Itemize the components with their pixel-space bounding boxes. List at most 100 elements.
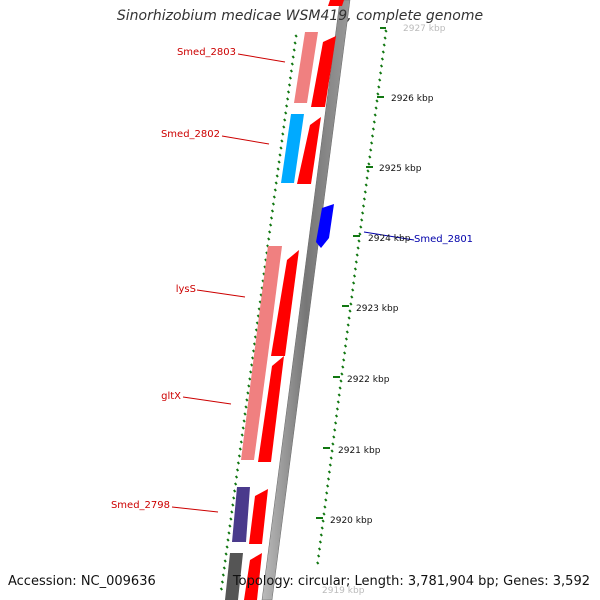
minor-tick	[231, 503, 235, 507]
gene-leader-lines	[171, 53, 415, 513]
minor-tick	[280, 139, 284, 143]
backbone-strand	[261, 0, 351, 600]
minor-tick	[270, 209, 275, 213]
minor-tick	[317, 547, 322, 551]
minor-tick	[252, 349, 256, 353]
minor-tick	[366, 169, 370, 173]
minor-tick	[321, 519, 325, 523]
minor-tick	[256, 314, 260, 318]
minor-tick	[333, 428, 337, 432]
accession-text: Accession: NC_009636	[8, 574, 156, 589]
minor-tick	[379, 71, 383, 75]
minor-tick	[282, 125, 286, 129]
gene-label-smed-2802: Smed_2802	[161, 129, 220, 140]
minor-tick	[371, 127, 375, 131]
minor-tick	[222, 566, 226, 570]
minor-tick	[327, 470, 331, 474]
minor-tick	[341, 365, 345, 369]
minor-tick	[328, 463, 332, 467]
minor-tick	[352, 274, 357, 278]
minor-tick	[269, 216, 274, 220]
cds-bottom-red	[244, 553, 262, 600]
minor-tick	[361, 211, 365, 215]
minor-tick	[240, 433, 244, 437]
minor-tick	[255, 321, 259, 325]
minor-tick	[268, 230, 272, 234]
minor-tick	[278, 153, 282, 157]
minor-tick	[363, 190, 367, 194]
minor-tick	[377, 85, 381, 89]
leader-smed-2803	[237, 53, 286, 63]
cds-smed-2798	[249, 489, 268, 544]
cds-smed-2802-cyan	[281, 114, 304, 183]
cds-features	[225, 0, 344, 600]
minor-tick	[286, 90, 291, 94]
minor-tick	[267, 237, 271, 241]
minor-tick	[247, 384, 251, 388]
minor-tick	[253, 335, 257, 339]
minor-tick	[374, 106, 378, 110]
minor-tick	[380, 57, 384, 61]
scale-label-2919: 2919 kbp	[322, 586, 365, 596]
minor-tick	[289, 69, 293, 73]
scale-major-ticks	[316, 27, 386, 519]
minor-tick	[229, 517, 233, 521]
minor-tick	[358, 232, 362, 236]
minor-tick	[234, 482, 238, 486]
minor-tick	[336, 400, 340, 404]
inner-tick-ring	[219, 34, 298, 591]
minor-tick	[351, 288, 355, 292]
minor-tick	[291, 55, 295, 59]
cds-lyss-light	[254, 246, 282, 355]
minor-tick	[334, 414, 339, 418]
minor-tick	[375, 99, 379, 103]
minor-tick	[379, 64, 384, 68]
cds-gltx-light	[241, 355, 268, 460]
minor-tick	[378, 78, 382, 82]
minor-tick	[320, 526, 324, 530]
minor-tick	[372, 120, 376, 124]
minor-tick	[241, 426, 245, 430]
minor-tick	[227, 531, 231, 535]
scale-labels: 2927 kbp 2926 kbp 2925 kbp 2924 kbp 2923…	[322, 24, 446, 596]
minor-tick	[220, 580, 224, 584]
minor-tick	[376, 92, 380, 96]
minor-tick	[348, 309, 352, 313]
minor-tick	[373, 113, 377, 117]
scale-label-2921: 2921 kbp	[338, 446, 381, 456]
minor-tick	[329, 456, 333, 460]
leader-gltx	[182, 396, 232, 405]
scale-label-2920: 2920 kbp	[330, 516, 373, 526]
gene-label-gltx: gltX	[161, 391, 181, 402]
minor-tick	[346, 323, 350, 327]
map-title: Sinorhizobium medicae WSM419, complete g…	[116, 8, 484, 24]
minor-tick	[316, 561, 320, 565]
minor-tick	[293, 41, 297, 45]
minor-tick	[384, 29, 388, 33]
minor-tick	[335, 407, 339, 411]
minor-tick	[233, 489, 237, 493]
gene-label-smed-2801: Smed_2801	[414, 234, 473, 245]
minor-tick	[232, 496, 236, 500]
minor-tick	[340, 372, 344, 376]
minor-tick	[322, 512, 326, 516]
minor-tick	[244, 405, 248, 409]
minor-tick	[343, 344, 348, 348]
minor-tick	[294, 34, 298, 38]
minor-tick	[272, 195, 276, 199]
minor-tick	[370, 134, 375, 138]
scale-label-2924: 2924 kbp	[368, 234, 411, 244]
cds-bottom-grey	[225, 553, 243, 600]
minor-tick	[352, 281, 356, 285]
minor-tick	[337, 393, 341, 397]
gene-labels: Smed_2803 Smed_2802 Smed_2801 lysS gltX …	[111, 47, 473, 511]
minor-tick	[342, 358, 346, 362]
minor-tick	[345, 330, 349, 334]
minor-tick	[359, 225, 363, 229]
minor-tick	[382, 43, 386, 47]
minor-tick	[344, 337, 348, 341]
minor-tick	[242, 419, 246, 423]
minor-tick	[271, 202, 275, 206]
leader-smed-2802	[221, 135, 270, 145]
scale-label-2927: 2927 kbp	[403, 24, 446, 34]
